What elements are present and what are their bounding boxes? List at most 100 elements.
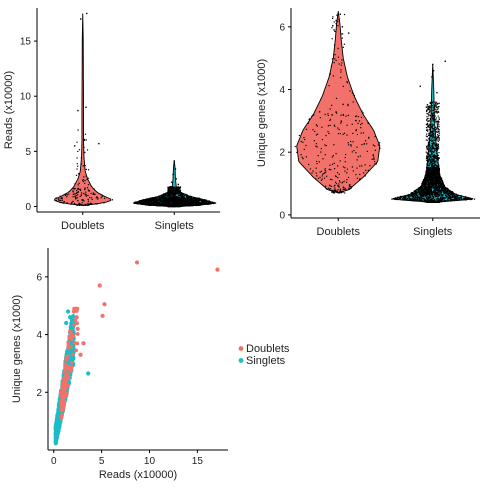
outlier-point: [98, 142, 100, 145]
jitter-point: [314, 130, 316, 133]
jitter-point: [347, 114, 349, 116]
jitter-point: [84, 182, 86, 184]
jitter-point: [324, 172, 326, 174]
jitter-point: [87, 184, 90, 186]
jitter-point: [335, 111, 337, 113]
jitter-point: [352, 141, 354, 143]
y-tick-label: 2: [279, 148, 285, 159]
jitter-point: [161, 205, 163, 207]
jitter-point: [436, 193, 438, 195]
jitter-point: [184, 193, 187, 195]
jitter-point: [452, 193, 454, 195]
jitter-point: [339, 132, 342, 135]
jitter-point: [184, 198, 186, 201]
jitter-point: [458, 199, 461, 201]
jitter-point: [340, 120, 342, 122]
jitter-point: [471, 198, 474, 200]
jitter-point: [352, 101, 354, 103]
jitter-point: [429, 161, 431, 163]
jitter-point: [356, 133, 359, 136]
jitter-point: [78, 204, 80, 206]
jitter-point: [429, 158, 431, 161]
jitter-point: [359, 165, 361, 167]
jitter-point: [450, 191, 452, 193]
jitter-point: [340, 69, 342, 71]
jitter-point: [179, 193, 181, 195]
jitter-point: [305, 128, 308, 130]
jitter-point: [177, 202, 179, 204]
jitter-point: [97, 198, 99, 200]
jitter-point: [329, 118, 332, 120]
jitter-point: [342, 46, 344, 48]
jitter-point: [180, 200, 182, 202]
jitter-point: [436, 137, 438, 139]
jitter-point: [79, 203, 82, 205]
jitter-point: [179, 203, 181, 205]
jitter-point: [178, 205, 180, 207]
jitter-point: [136, 201, 138, 203]
jitter-point: [176, 197, 178, 199]
outlier-point: [347, 32, 350, 34]
jitter-point: [350, 144, 352, 146]
jitter-point: [349, 184, 351, 186]
jitter-point: [189, 205, 191, 207]
jitter-point: [446, 190, 449, 192]
jitter-point: [55, 197, 57, 199]
jitter-point: [169, 186, 172, 188]
jitter-point: [428, 197, 430, 199]
jitter-point: [325, 134, 327, 137]
jitter-point: [64, 194, 67, 196]
jitter-point: [184, 200, 186, 202]
jitter-point: [432, 155, 434, 157]
jitter-point: [84, 139, 86, 141]
jitter-point: [368, 136, 370, 139]
jitter-point: [171, 190, 173, 192]
jitter-point: [432, 113, 434, 115]
jitter-point: [432, 183, 434, 185]
jitter-point: [453, 196, 455, 198]
jitter-point: [427, 150, 430, 153]
jitter-point: [85, 191, 87, 193]
category-label: Singlets: [155, 220, 195, 232]
jitter-point: [76, 190, 78, 192]
jitter-point: [87, 198, 89, 201]
jitter-point: [333, 189, 335, 191]
jitter-point: [450, 191, 453, 193]
jitter-point: [347, 104, 349, 107]
jitter-point: [176, 201, 178, 203]
jitter-point: [179, 198, 181, 200]
jitter-point: [199, 203, 201, 206]
jitter-point: [154, 204, 156, 206]
jitter-point: [430, 120, 432, 122]
jitter-point: [175, 191, 177, 193]
jitter-point: [176, 189, 178, 191]
jitter-point: [321, 178, 323, 180]
jitter-point: [88, 190, 90, 192]
jitter-point: [199, 204, 202, 206]
jitter-point: [315, 178, 317, 180]
jitter-point: [309, 168, 312, 170]
jitter-point: [316, 175, 318, 177]
jitter-point: [404, 197, 406, 200]
jitter-point: [148, 202, 150, 205]
jitter-point: [438, 124, 440, 126]
jitter-point: [332, 190, 334, 192]
jitter-point: [160, 195, 162, 197]
jitter-point: [206, 200, 209, 203]
jitter-point: [428, 141, 430, 144]
jitter-point: [158, 202, 160, 204]
jitter-point: [186, 194, 189, 196]
jitter-point: [433, 154, 435, 156]
jitter-point: [429, 108, 431, 111]
jitter-point: [363, 172, 365, 174]
jitter-point: [84, 179, 86, 182]
jitter-point: [428, 106, 430, 108]
jitter-point: [372, 154, 374, 156]
jitter-point: [436, 192, 439, 194]
jitter-point: [181, 199, 183, 201]
outlier-point: [175, 178, 177, 180]
jitter-point: [93, 188, 95, 190]
jitter-point: [161, 197, 163, 199]
jitter-point: [426, 110, 428, 113]
jitter-point: [177, 190, 179, 192]
